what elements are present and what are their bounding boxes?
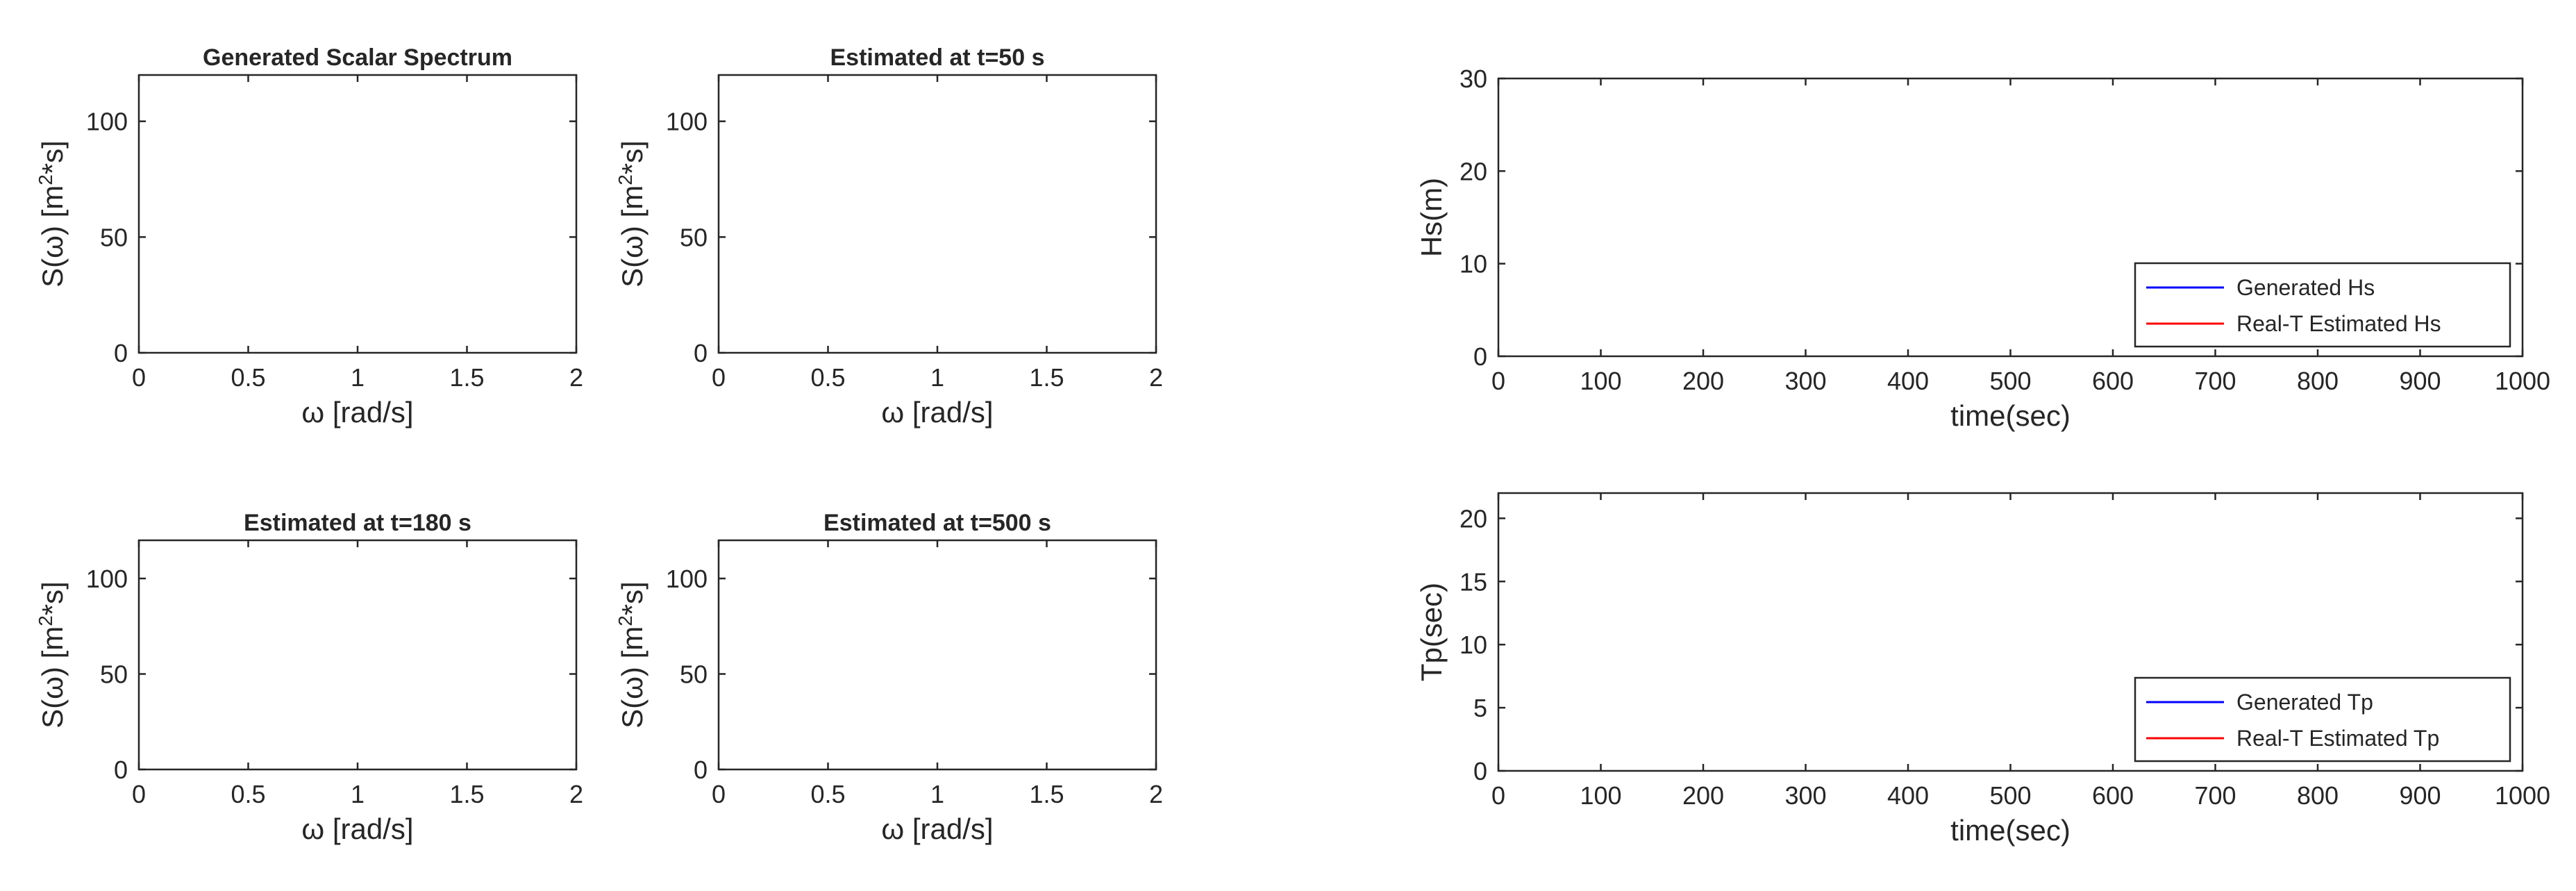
y-axis-label: S(ω) [m2*s] (35, 581, 69, 728)
x-tick-label: 500 (1989, 781, 2031, 810)
y-axis-label: S(ω) [m2*s] (614, 140, 649, 288)
y-tick-label: 30 (1460, 65, 1487, 93)
legend: Generated Hs Real-T Estimated Hs (2134, 262, 2511, 348)
y-tick-label: 0 (694, 339, 708, 367)
chart-est_500: 0 0.5 1 1.5 2 0 50 100 Estimated at t=500 s ω [ra… (614, 510, 1164, 845)
axes-frame (137, 539, 578, 771)
chart-tp: 0 100 200 300 400 500 600 700 800 900 1000 0 5 10 15 20… (1415, 492, 2550, 847)
x-tick-label: 0.5 (810, 363, 845, 392)
y-tick-label: 100 (666, 565, 708, 593)
y-tick-label: 10 (1460, 250, 1487, 278)
x-axis-label: time(sec) (1950, 814, 2071, 847)
x-tick-label: 0 (1491, 367, 1505, 395)
x-tick-label: 0 (132, 363, 146, 392)
x-tick-label: 2 (1149, 363, 1163, 392)
chart-est_50: 0 0.5 1 1.5 2 0 50 100 Estimated at t=50 s ω [rad… (614, 44, 1164, 428)
x-tick-label: 0 (712, 780, 726, 808)
x-tick-label: 700 (2194, 367, 2236, 395)
chart-est_180: 0 0.5 1 1.5 2 0 50 100 Estimated at t=180 s ω [ra… (35, 510, 584, 845)
y-tick-label: 10 (1460, 631, 1487, 659)
chart-title: Estimated at t=180 s (244, 510, 471, 536)
y-tick-label: 15 (1460, 567, 1487, 596)
x-tick-label: 0.5 (231, 363, 265, 392)
y-tick-label: 100 (86, 108, 128, 136)
x-tick-label: 1.5 (1029, 780, 1064, 808)
y-tick-label: 100 (666, 108, 708, 136)
x-tick-label: 300 (1784, 367, 1826, 395)
x-tick-label: 2 (569, 780, 583, 808)
x-axis-label: ω [rad/s] (301, 396, 413, 428)
x-axis-label: ω [rad/s] (301, 813, 413, 845)
legend-entry-label: Generated Hs (2236, 275, 2375, 300)
x-tick-label: 600 (2092, 367, 2134, 395)
y-axis-label: S(ω) [m2*s] (614, 581, 649, 728)
x-tick-label: 700 (2194, 781, 2236, 810)
x-tick-label: 2 (569, 363, 583, 392)
x-tick-label: 1000 (2495, 367, 2550, 395)
x-tick-label: 1.5 (449, 780, 484, 808)
x-tick-label: 300 (1784, 781, 1826, 810)
y-axis-label: S(ω) [m2*s] (35, 140, 69, 288)
x-axis-label: ω [rad/s] (881, 396, 993, 428)
x-tick-label: 0 (712, 363, 726, 392)
x-tick-label: 1 (930, 780, 944, 808)
chart-title: Estimated at t=50 s (830, 44, 1045, 71)
y-tick-label: 50 (100, 660, 128, 689)
axes-frame (137, 74, 578, 354)
y-axis-label: Hs(m) (1415, 178, 1448, 257)
x-tick-label: 0.5 (810, 780, 845, 808)
y-tick-label: 0 (1473, 342, 1487, 371)
chart-gen_spectrum: 0 0.5 1 1.5 2 0 50 100 Generated Scalar Spectrum… (35, 44, 584, 428)
x-tick-label: 800 (2297, 367, 2339, 395)
x-tick-label: 0 (132, 780, 146, 808)
chart-title: Generated Scalar Spectrum (203, 44, 512, 71)
y-tick-label: 0 (114, 756, 128, 784)
x-tick-label: 1000 (2495, 781, 2550, 810)
x-axis-label: ω [rad/s] (881, 813, 993, 845)
y-tick-label: 20 (1460, 157, 1487, 185)
x-tick-label: 2 (1149, 780, 1163, 808)
x-tick-label: 200 (1682, 367, 1724, 395)
x-tick-label: 500 (1989, 367, 2031, 395)
x-tick-label: 100 (1580, 781, 1621, 810)
x-tick-label: 1.5 (1029, 363, 1064, 392)
y-tick-label: 0 (1473, 757, 1487, 785)
axes-frame (717, 539, 1157, 771)
y-tick-label: 0 (694, 756, 708, 784)
x-tick-label: 0.5 (231, 780, 265, 808)
x-axis-label: time(sec) (1950, 399, 2071, 432)
y-axis-label: Tp(sec) (1415, 583, 1448, 681)
chart-hs: 0 100 200 300 400 500 600 700 800 900 1000 0 10 20 30 t… (1415, 65, 2550, 432)
legend-entry-label: Real-T Estimated Hs (2236, 311, 2441, 336)
legend-entry-label: Generated Tp (2236, 690, 2373, 715)
x-tick-label: 600 (2092, 781, 2134, 810)
axes-frame (717, 74, 1157, 354)
x-tick-label: 0 (1491, 781, 1505, 810)
legend: Generated Tp Real-T Estimated Tp (2134, 676, 2511, 763)
x-tick-label: 1 (930, 363, 944, 392)
y-tick-label: 0 (114, 339, 128, 367)
y-tick-label: 50 (100, 223, 128, 251)
x-tick-label: 400 (1887, 781, 1929, 810)
y-tick-label: 5 (1473, 694, 1487, 722)
legend-box (2134, 676, 2511, 763)
legend-entry-label: Real-T Estimated Tp (2236, 726, 2439, 751)
x-tick-label: 900 (2399, 367, 2441, 395)
y-tick-label: 20 (1460, 504, 1487, 533)
x-tick-label: 100 (1580, 367, 1621, 395)
x-tick-label: 900 (2399, 781, 2441, 810)
y-tick-label: 100 (86, 565, 128, 593)
x-tick-label: 1 (351, 780, 365, 808)
y-tick-label: 50 (680, 223, 708, 251)
x-tick-label: 1 (351, 363, 365, 392)
x-tick-label: 1.5 (449, 363, 484, 392)
x-tick-label: 400 (1887, 367, 1929, 395)
y-tick-label: 50 (680, 660, 708, 689)
x-tick-label: 200 (1682, 781, 1724, 810)
chart-title: Estimated at t=500 s (823, 510, 1051, 536)
x-tick-label: 800 (2297, 781, 2339, 810)
legend-box (2134, 262, 2511, 348)
